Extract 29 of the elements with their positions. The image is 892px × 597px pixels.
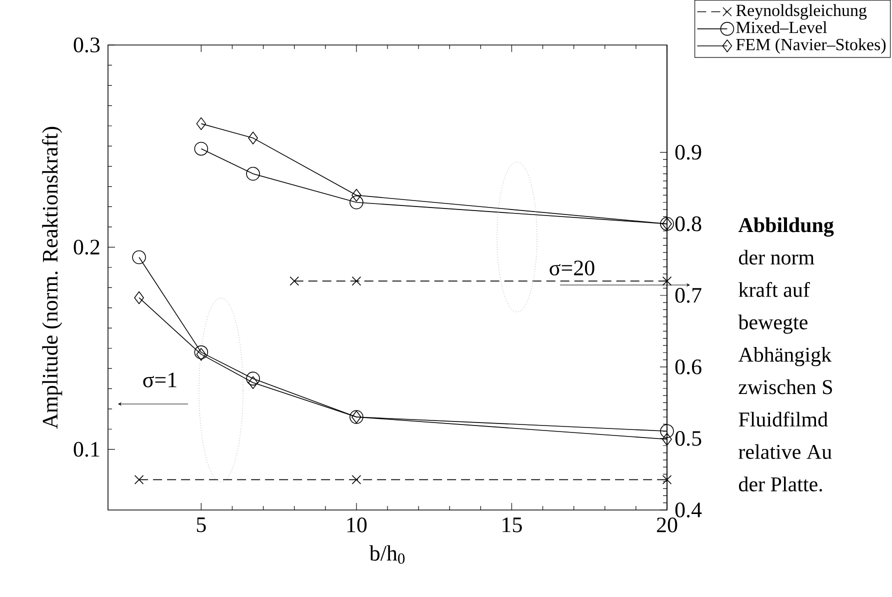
y2-tick-label: 0.9 — [675, 144, 702, 160]
text: Abhängigk — [738, 347, 832, 366]
y2-tick-label: 0.8 — [675, 216, 702, 232]
x-tick-label: 20 — [656, 518, 678, 532]
y-tick-label: 0.2 — [74, 240, 100, 255]
text: relative Au — [738, 444, 832, 459]
text: Abbildung — [738, 217, 834, 237]
y2-tick-label: 0.4 — [675, 502, 702, 518]
y2-tick-label: 0.6 — [675, 359, 702, 374]
legend-label: Reynoldsgleichung — [736, 4, 867, 20]
text: Fluidfilmd — [738, 412, 828, 427]
text: der Platte. — [738, 476, 822, 492]
y2-tick-label: 0.5 — [675, 430, 702, 446]
legend-label: FEM (Navier–Stokes) — [736, 38, 886, 54]
x-tick-label: 10 — [347, 518, 367, 532]
y-axis-title: Amplitude (norm. Reaktionskraft) — [42, 126, 62, 429]
x-axis-title: b/h$_{0}$ — [369, 545, 405, 564]
text: zwischen S — [738, 379, 832, 394]
x-tick-label: 5 — [196, 518, 206, 532]
y-tick-label: 0.3 — [74, 38, 100, 52]
text: der norm — [738, 250, 814, 265]
text: kraft auf — [738, 282, 810, 297]
x-tick-label: 15 — [502, 518, 522, 532]
text: bewegte — [738, 314, 808, 334]
y-tick-label: 0.1 — [74, 442, 100, 457]
annotation: σ=1 — [143, 372, 176, 388]
y2-tick-label: 0.7 — [675, 288, 702, 303]
annotation: σ=20 — [550, 260, 594, 276]
legend-label: Mixed–Level — [736, 21, 827, 34]
